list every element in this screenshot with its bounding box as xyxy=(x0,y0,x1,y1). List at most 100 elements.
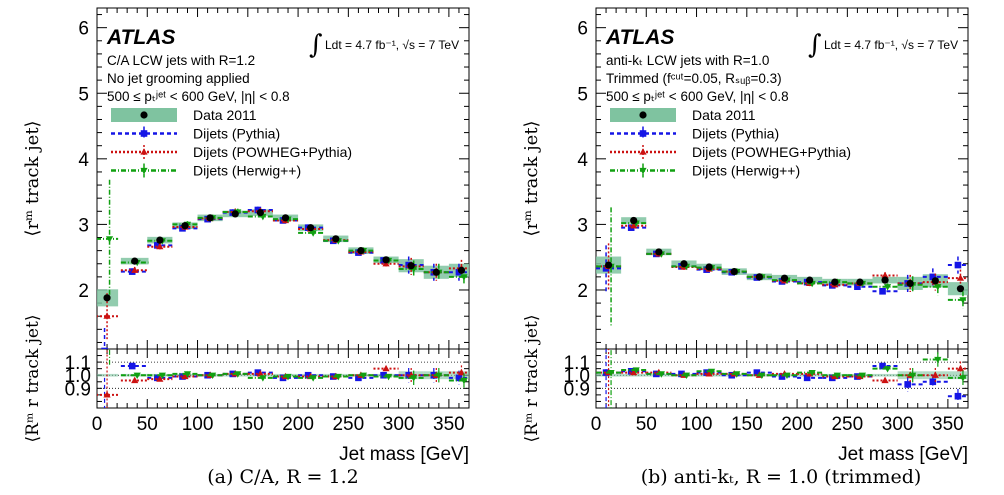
series-marker-dijets-herwig- xyxy=(309,230,317,237)
ratio-marker-dijets-herwig- xyxy=(209,372,217,380)
ratio-marker-dijets-herwig- xyxy=(435,372,443,380)
chart-panel-1: 0 50 100 150 200 250 300 350 Jet mass [GeV] 2 3 4 5 6… xyxy=(22,7,470,488)
ratio-marker-dijets-herwig- xyxy=(708,368,716,376)
series-marker-dijets-pythia- xyxy=(854,283,861,291)
ratio-marker-dijets-pythia- xyxy=(803,374,811,382)
data-point xyxy=(755,273,763,281)
ratio-uncertainty-band xyxy=(872,373,898,377)
ratio-marker-dijets-powheg-pythia- xyxy=(630,368,638,376)
info-line-1: C/A LCW jets with R=1.2 xyxy=(107,53,255,68)
x-tick-label: 250 xyxy=(332,414,364,435)
data-point xyxy=(604,261,613,269)
info-line-3: 500 ≤ pₜʲᵉᵗ < 600 GeV, |η| < 0.8 xyxy=(606,89,789,104)
x-tick-label: 0 xyxy=(92,414,103,435)
x-tick-label: 100 xyxy=(681,414,713,435)
ratio-marker-dijets-herwig- xyxy=(284,373,292,381)
main-plot-area xyxy=(97,179,469,349)
x-axis-label: Jet mass [GeV] xyxy=(339,444,469,465)
info-line-1: anti-kₜ LCW jets with R=1.0 xyxy=(606,53,769,68)
ratio-y-tick-label: 1.0 xyxy=(65,366,91,387)
ratio-marker-dijets-pythia- xyxy=(703,369,710,376)
ratio-marker-dijets-pythia- xyxy=(904,381,911,388)
x-tick-label: 200 xyxy=(282,414,314,435)
legend-entry-label: Dijets (Pythia) xyxy=(692,126,779,142)
ratio-marker-dijets-herwig- xyxy=(758,372,766,380)
ratio-marker-dijets-herwig- xyxy=(657,371,665,378)
series-marker-dijets-pythia- xyxy=(929,273,937,281)
data-point xyxy=(131,257,139,265)
ratio-marker-dijets-pythia- xyxy=(254,369,262,376)
data-point xyxy=(831,278,839,286)
ratio-marker-dijets-powheg-pythia- xyxy=(103,391,111,398)
data-point xyxy=(307,224,315,232)
series-marker-dijets-herwig- xyxy=(934,284,942,291)
data-point xyxy=(881,276,889,284)
ratio-marker-dijets-pythia- xyxy=(627,367,635,375)
ratio-marker-dijets-pythia- xyxy=(355,374,362,382)
ratio-marker-dijets-powheg-pythia- xyxy=(181,372,189,380)
ratio-marker-dijets-pythia- xyxy=(929,378,937,386)
series-marker-dijets-herwig- xyxy=(460,274,468,281)
lumi-text: Ldt = 4.7 fb⁻¹, √s = 7 TeV xyxy=(325,38,459,52)
series-marker-dijets-herwig- xyxy=(105,236,114,243)
ratio-plot-area xyxy=(596,349,968,408)
data-point xyxy=(856,278,864,286)
series-marker-dijets-powheg-pythia- xyxy=(131,266,139,273)
ratio-marker-dijets-herwig- xyxy=(384,373,393,381)
ratio-marker-dijets-pythia- xyxy=(128,362,136,370)
ratio-marker-dijets-powheg-pythia- xyxy=(931,371,939,378)
ratio-marker-dijets-herwig- xyxy=(460,377,468,385)
ratio-marker-dijets-pythia- xyxy=(179,373,186,380)
data-point xyxy=(332,235,340,243)
legend-entry-label: Dijets (POWHEG+Pythia) xyxy=(692,144,851,160)
ratio-marker-dijets-herwig- xyxy=(632,367,640,374)
x-tick-label: 100 xyxy=(182,414,214,435)
ratio-marker-dijets-herwig- xyxy=(334,373,342,381)
x-tick-label: 250 xyxy=(831,414,863,435)
series-marker-dijets-pythia- xyxy=(154,242,161,249)
x-tick-label: 150 xyxy=(731,414,763,435)
data-point xyxy=(281,214,290,222)
data-point xyxy=(357,247,365,255)
ratio-marker-dijets-pythia- xyxy=(879,362,886,370)
data-point xyxy=(256,209,264,217)
figure-caption: (b) anti-kₜ, R = 1.0 (trimmed) xyxy=(641,466,922,488)
lumi-text: Ldt = 4.7 fb⁻¹, √s = 7 TeV xyxy=(824,38,958,52)
data-point xyxy=(156,236,164,244)
series-marker-dijets-powheg-pythia- xyxy=(881,271,889,279)
ratio-marker-dijets-herwig- xyxy=(682,372,691,380)
data-point xyxy=(206,214,214,222)
ratio-marker-dijets-pythia- xyxy=(753,369,761,376)
ratio-marker-dijets-pythia- xyxy=(405,371,412,379)
legend-entry-label: Dijets (Herwig++) xyxy=(692,163,800,179)
y-tick-label: 4 xyxy=(78,150,89,171)
y-tick-label: 2 xyxy=(577,281,588,302)
ratio-y-tick-label: 1.1 xyxy=(564,353,590,374)
y-tick-label: 6 xyxy=(577,19,588,40)
integral-sign: ∫ xyxy=(309,30,323,60)
data-point xyxy=(906,279,914,288)
x-tick-label: 50 xyxy=(137,414,158,435)
data-point xyxy=(931,277,939,285)
x-tick-label: 300 xyxy=(882,414,914,435)
data-point xyxy=(103,294,111,302)
legend-marker xyxy=(639,167,647,175)
legend-entry-label: Dijets (POWHEG+Pythia) xyxy=(193,144,352,160)
ratio-y-axis-label: ⟨Rᵐ r track jet⟩ xyxy=(522,315,542,443)
main-plot-area xyxy=(596,207,968,326)
ratio-y-tick-label: 0.9 xyxy=(564,379,590,400)
ratio-marker-dijets-pythia- xyxy=(778,373,786,380)
series-marker-dijets-herwig- xyxy=(959,297,967,304)
series-marker-dijets-pythia- xyxy=(254,206,262,214)
ratio-marker-dijets-herwig- xyxy=(808,370,816,377)
data-point xyxy=(407,262,415,270)
series-marker-dijets-pythia- xyxy=(279,217,287,224)
ratio-marker-dijets-herwig- xyxy=(309,375,317,382)
atlas-label: ATLAS xyxy=(106,26,175,49)
series-marker-dijets-herwig- xyxy=(883,284,892,291)
data-point xyxy=(806,276,814,284)
ratio-marker-dijets-herwig- xyxy=(410,375,418,382)
ratio-marker-dijets-herwig- xyxy=(133,372,141,380)
ratio-uncertainty-band xyxy=(947,371,968,380)
ratio-marker-dijets-powheg-pythia- xyxy=(156,375,164,382)
